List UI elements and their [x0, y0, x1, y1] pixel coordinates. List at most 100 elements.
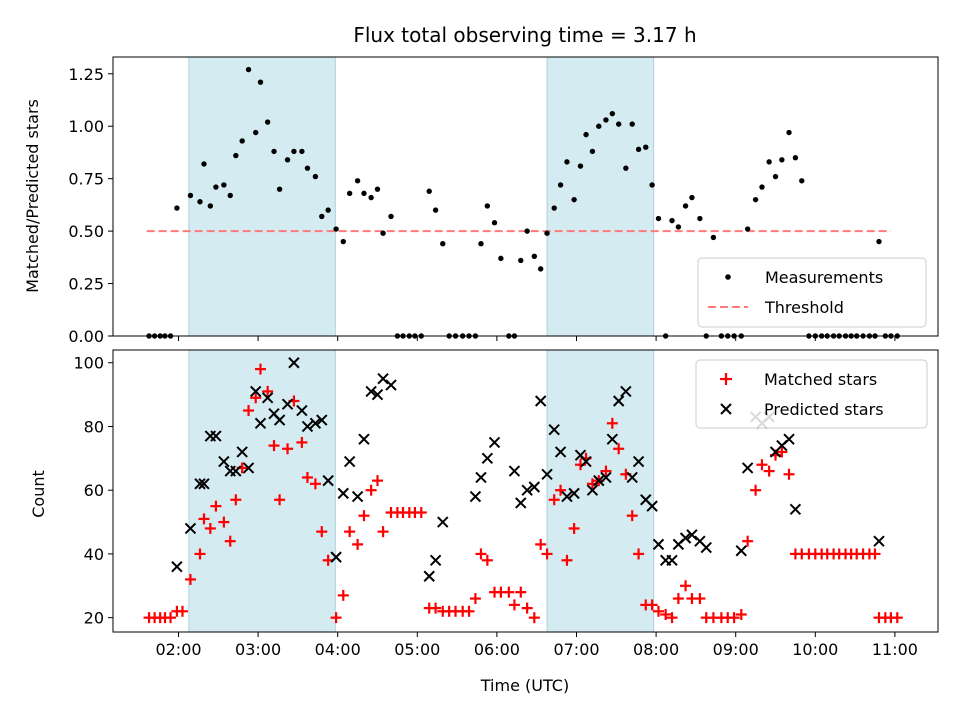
- measurement-point: [340, 238, 346, 245]
- matched-star-point: [891, 612, 903, 624]
- y-tick-label: 1.25: [68, 65, 104, 84]
- measurement-point: [655, 215, 662, 222]
- matched-star-point: [372, 475, 383, 487]
- matched-star-point: [309, 478, 321, 490]
- predicted-star-point: [322, 474, 334, 487]
- measurement-point: [710, 234, 717, 241]
- predicted-star-point: [437, 516, 449, 528]
- measurement-point: [603, 117, 609, 123]
- measurement-point: [583, 131, 589, 138]
- x-tick-label: 06:00: [474, 640, 520, 659]
- measurement-point: [187, 192, 194, 199]
- measurement-point: [319, 213, 325, 220]
- matched-star-point: [660, 608, 672, 620]
- predicted-star-point: [184, 522, 197, 535]
- x-tick-label: 07:00: [553, 640, 599, 659]
- matched-star-point: [296, 436, 308, 448]
- top-axis-ticks: 0.00 0.25 0.50 0.75 1.00 1.25: [68, 65, 896, 346]
- matched-star-point: [254, 363, 266, 375]
- measurement-point: [544, 230, 550, 236]
- measurement-point: [380, 230, 386, 236]
- matched-star-point: [358, 510, 370, 522]
- bottom-legend: Matched stars Predicted stars: [695, 359, 928, 429]
- matched-star-point: [469, 593, 481, 605]
- predicted-star-point: [230, 465, 242, 477]
- measurement-point: [368, 194, 374, 201]
- measurement-point: [374, 186, 381, 192]
- measurement-point: [354, 178, 361, 184]
- predicted-star-point: [534, 395, 547, 407]
- matched-star-point: [600, 465, 612, 477]
- predicted-star-point: [194, 478, 206, 490]
- y-tick-label: 20: [84, 609, 104, 628]
- y-tick-label: 0.25: [68, 275, 104, 294]
- matched-star-point: [198, 513, 210, 525]
- measurement-point: [257, 79, 264, 85]
- matched-star-point: [352, 538, 364, 550]
- measurement-point: [498, 255, 504, 262]
- predicted-star-point: [700, 541, 712, 554]
- x-tick-label: 03:00: [235, 640, 281, 659]
- top-chart-title: Flux total observing time = 3.17 h: [353, 23, 696, 47]
- measurement-point: [346, 190, 353, 197]
- matched-star-point: [541, 548, 553, 560]
- predicted-star-point: [254, 417, 267, 429]
- predicted-star-point: [686, 529, 698, 541]
- measurement-point: [564, 159, 570, 165]
- shaded-interval-1: [188, 56, 336, 337]
- matched-star-point: [735, 608, 747, 620]
- y-tick-label: 0.50: [68, 222, 104, 241]
- predicted-star-point: [508, 465, 521, 477]
- measurement-point: [531, 253, 538, 259]
- y-tick-label: 100: [73, 354, 104, 373]
- top-y-axis-label: Matched/Predicted stars: [23, 99, 42, 293]
- matched-star-point: [262, 385, 274, 397]
- top-legend: Measurements Threshold: [697, 257, 927, 328]
- measurement-point: [291, 148, 297, 155]
- measurement-point: [174, 205, 180, 211]
- measurement-point: [675, 224, 682, 230]
- measurement-point: [253, 129, 259, 136]
- predicted-star-point: [309, 417, 322, 429]
- matched-star-point: [268, 440, 280, 452]
- bottom-panel: 02:00 03:00 04:00 05:00 06:00 07:00 08:00 09:00…: [29, 349, 939, 695]
- predicted-star-point: [385, 379, 397, 391]
- matched-star-point: [613, 443, 625, 455]
- x-tick-label: 02:00: [155, 640, 201, 659]
- matched-star-point: [274, 494, 286, 506]
- predicted-star-point: [554, 446, 567, 458]
- bottom-axis-ticks: 02:00 03:00 04:00 05:00 06:00 07:00 08:00 09:00…: [73, 354, 918, 659]
- measurement-point: [615, 121, 622, 127]
- measurement-point: [609, 110, 616, 117]
- matched-star-point: [481, 554, 493, 566]
- measurement-point: [744, 226, 751, 232]
- y-tick-label: 0.00: [68, 327, 104, 346]
- measurement-point: [271, 148, 277, 155]
- x-axis-label: Time (UTC): [480, 676, 569, 695]
- predicted-star-point: [783, 433, 795, 445]
- predicted-star-point: [612, 395, 625, 407]
- predicted-star-point: [371, 388, 384, 401]
- measurement-point: [689, 194, 695, 201]
- predicted-star-point: [606, 433, 619, 445]
- predicted-star-point: [377, 372, 389, 385]
- matched-star-point: [430, 602, 442, 614]
- measurement-point: [589, 148, 596, 155]
- matched-star-point: [218, 516, 230, 528]
- matched-star-point: [626, 510, 638, 522]
- matched-star-point: [415, 507, 427, 519]
- matched-star-point: [756, 459, 768, 471]
- matched-star-point: [503, 586, 515, 598]
- predicted-star-point: [679, 532, 692, 544]
- legend-matched-marker: [720, 373, 732, 385]
- measurement-point: [432, 207, 439, 213]
- predicted-star-point: [646, 500, 658, 512]
- predicted-star-point: [250, 385, 262, 398]
- matched-star-point: [528, 612, 540, 624]
- measurement-point: [682, 203, 689, 209]
- legend-matched-label: Matched stars: [764, 370, 877, 389]
- y-tick-label: 60: [84, 481, 104, 500]
- measurement-point: [557, 182, 564, 188]
- legend-predicted-label: Predicted stars: [764, 400, 884, 419]
- predicted-star-point: [568, 487, 580, 500]
